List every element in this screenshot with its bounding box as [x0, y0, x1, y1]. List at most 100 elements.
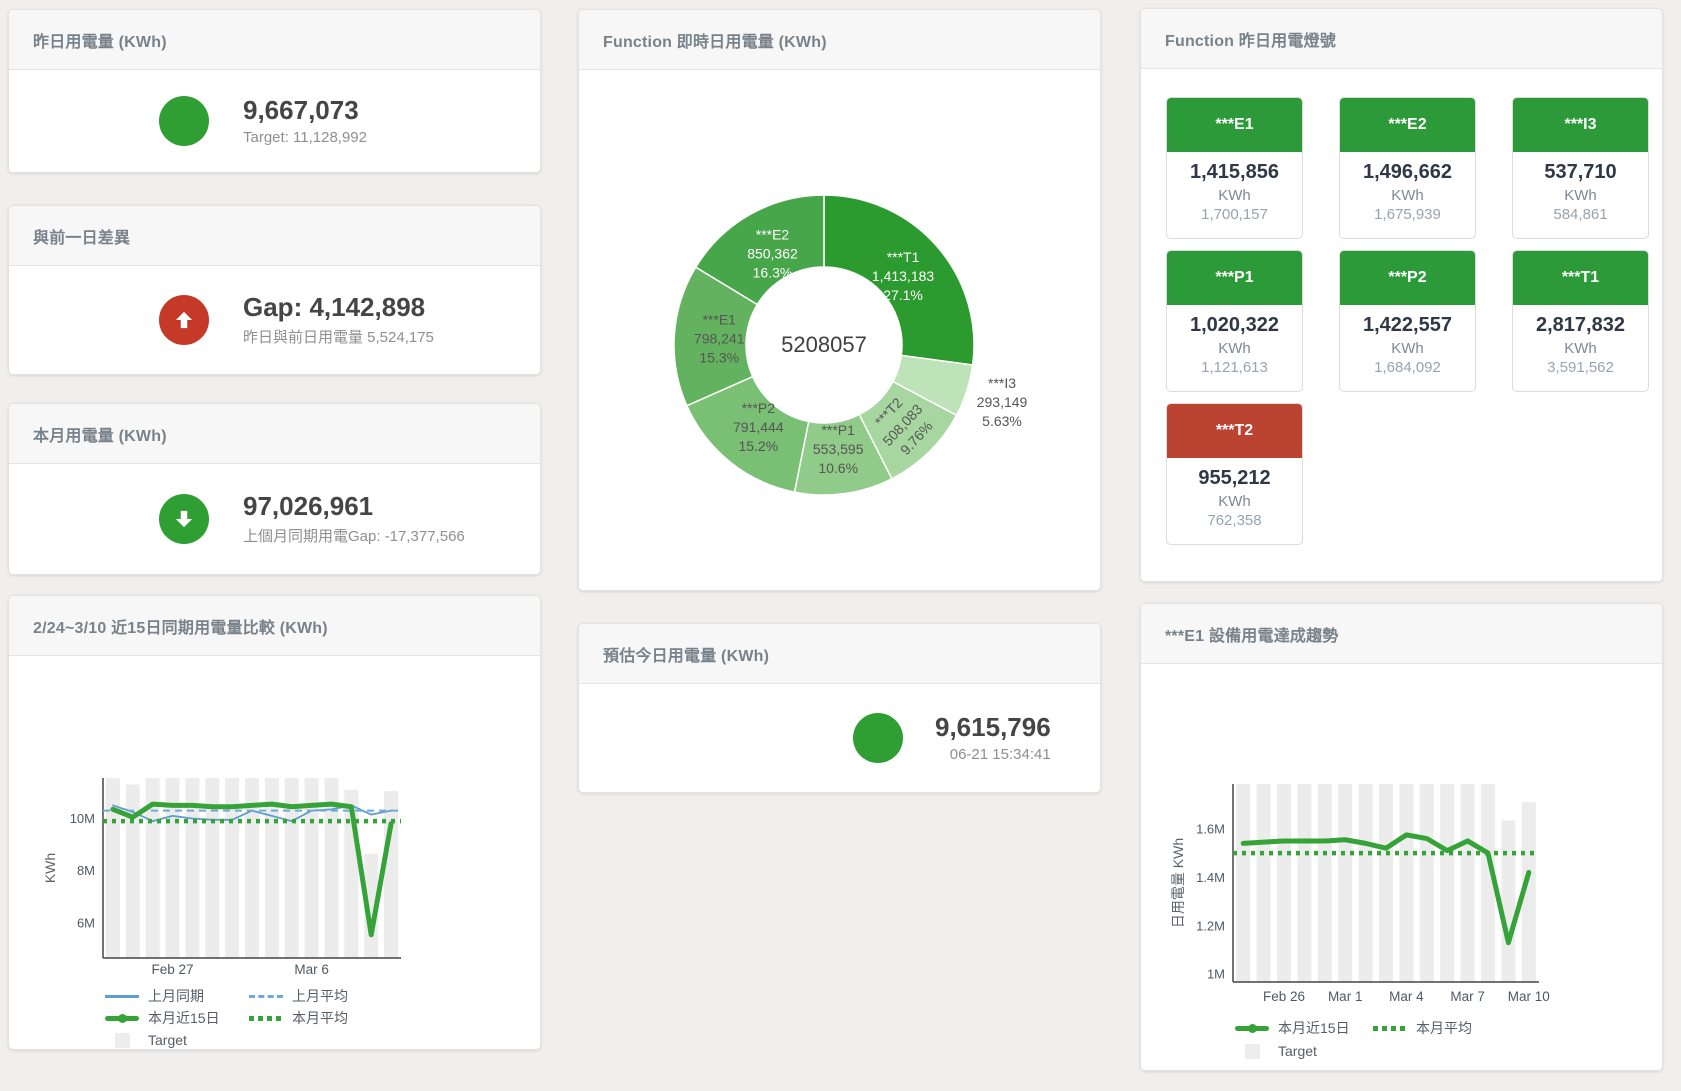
tile-target: 1,700,157 [1201, 206, 1268, 223]
legend-item-dot-green[interactable]: 本月平均 [249, 1008, 348, 1028]
tile-target: 3,591,562 [1547, 359, 1614, 376]
card-yesterday-title: 昨日用電量 (KWh) [9, 10, 540, 70]
legend-label: 上月平均 [292, 988, 348, 1004]
card-day-gap-title: 與前一日差異 [9, 206, 540, 266]
card-status-lights: Function 昨日用電燈號 ***E1 1,415,856 KWh 1,700,1… [1140, 8, 1663, 582]
legend-label: 本月平均 [1416, 1020, 1472, 1036]
status-tile-I3[interactable]: ***I3 537,710 KWh 584,861 [1512, 97, 1649, 239]
tile-unit: KWh [1218, 493, 1251, 510]
svg-text:16.3%: 16.3% [753, 264, 793, 280]
svg-text:1.4M: 1.4M [1196, 870, 1225, 885]
tile-value: 1,496,662 [1363, 161, 1452, 183]
trend-legend: 本月近15日 本月平均 Target [1235, 1018, 1472, 1061]
month-usage-gap: 上個月同期用電Gap: -17,377,566 [243, 528, 465, 546]
day-gap-sub: 昨日與前日用電量 5,524,175 [243, 329, 434, 347]
series-thick-green [110, 801, 394, 938]
svg-text:1.2M: 1.2M [1196, 918, 1225, 933]
yesterday-usage-value: 9,667,073 [243, 94, 359, 125]
arrow-up-icon [159, 295, 209, 345]
card-compare-chart: 2/24~3/10 近15日同期用電量比較 (KWh) 6M 8M 10M Feb 2… [8, 595, 541, 1050]
donut-label: ***E2 850,362 16.3% [747, 226, 798, 280]
legend-swatch-dot-green [1373, 1025, 1407, 1031]
legend-item-target[interactable]: Target [1235, 1041, 1359, 1061]
trend-chart[interactable]: 1M 1.2M 1.4M 1.6M Feb 26 Mar 1 Mar 4 Mar 7 Mar 1… [1141, 664, 1664, 1019]
legend-swatch-line-blue [105, 994, 139, 998]
donut-chart[interactable]: ***T1 1,413,183 27.1% ***I3 293,149 5.63% ***T… [579, 70, 1102, 592]
status-tile-T1[interactable]: ***T1 2,817,832 KWh 3,591,562 [1512, 250, 1649, 392]
donut-label: ***P2 791,444 15.2% [733, 400, 784, 454]
status-tile-E2[interactable]: ***E2 1,496,662 KWh 1,675,939 [1339, 97, 1476, 239]
tile-target: 584,861 [1553, 206, 1608, 223]
status-tile-E1[interactable]: ***E1 1,415,856 KWh 1,700,157 [1166, 97, 1303, 239]
tile-unit: KWh [1564, 340, 1597, 357]
legend-swatch-target [115, 1032, 130, 1048]
svg-text:KWh: KWh [42, 853, 58, 883]
svg-text:Mar 7: Mar 7 [1450, 989, 1485, 1004]
status-tiles: ***E1 1,415,856 KWh 1,700,157 ***E2 1,496,662… [1141, 69, 1662, 545]
tile-label: ***I3 [1513, 98, 1648, 152]
tile-unit: KWh [1391, 187, 1424, 204]
legend-swatch-thick-green [1235, 1023, 1269, 1033]
status-tile-T2[interactable]: ***T2 955,212 KWh 762,358 [1166, 403, 1303, 545]
svg-text:Feb 27: Feb 27 [152, 962, 194, 977]
svg-text:5.63%: 5.63% [982, 413, 1022, 429]
legend-label: Target [1278, 1043, 1317, 1059]
svg-text:850,362: 850,362 [747, 245, 798, 261]
tile-unit: KWh [1564, 187, 1597, 204]
tile-unit: KWh [1218, 187, 1251, 204]
legend-item-line-blue[interactable]: 上月同期 [105, 986, 235, 1006]
tile-label: ***T2 [1167, 404, 1302, 458]
donut-center-total: 5208057 [781, 332, 867, 357]
legend-swatch-dash-blue [249, 994, 283, 998]
card-e1-trend: ***E1 設備用電達成趨勢 1M 1.2M 1.4M 1.6M Feb 26 Mar 1… [1140, 603, 1663, 1071]
svg-text:791,444: 791,444 [733, 419, 784, 435]
tile-target: 1,675,939 [1374, 206, 1441, 223]
legend-item-thick-green[interactable]: 本月近15日 [105, 1008, 235, 1028]
donut-label: ***E1 798,241 15.3% [694, 311, 745, 365]
legend-item-thick-green[interactable]: 本月近15日 [1235, 1018, 1359, 1038]
compare-chart[interactable]: 6M 8M 10M Feb 27 Mar 6 KWh [9, 656, 542, 1001]
status-tile-P2[interactable]: ***P2 1,422,557 KWh 1,684,092 [1339, 250, 1476, 392]
target-bars [1236, 784, 1536, 982]
legend-item-dash-blue[interactable]: 上月平均 [249, 986, 348, 1006]
tile-label: ***T1 [1513, 251, 1648, 305]
card-today-estimate: 預估今日用電量 (KWh) 9,615,796 06-21 15:34:41 [578, 623, 1101, 793]
donut-label: ***I3 293,149 5.63% [977, 375, 1028, 429]
svg-text:293,149: 293,149 [977, 394, 1028, 410]
svg-text:10M: 10M [70, 811, 95, 826]
legend-label: 本月近15日 [148, 1010, 220, 1026]
today-estimate-value: 9,615,796 [935, 711, 1051, 742]
svg-text:15.3%: 15.3% [699, 349, 739, 365]
svg-text:***P2: ***P2 [742, 400, 776, 416]
svg-text:日用電量 KWh: 日用電量 KWh [1170, 838, 1186, 928]
card-realtime-donut: Function 即時日用電量 (KWh) ***T1 1,413,183 27.1… [578, 9, 1101, 591]
tile-unit: KWh [1391, 340, 1424, 357]
tile-target: 1,684,092 [1374, 359, 1441, 376]
legend-item-dot-green[interactable]: 本月平均 [1373, 1018, 1472, 1038]
series-thick-green [1240, 832, 1532, 946]
legend-label: 本月近15日 [1278, 1020, 1350, 1036]
donut-slice-T1[interactable] [823, 194, 975, 366]
donut-slice-E2[interactable] [694, 194, 825, 306]
svg-text:798,241: 798,241 [694, 330, 745, 346]
svg-text:1,413,183: 1,413,183 [872, 268, 934, 284]
status-tile-P1[interactable]: ***P1 1,020,322 KWh 1,121,613 [1166, 250, 1303, 392]
svg-text:***P1: ***P1 [821, 422, 855, 438]
today-estimate-time: 06-21 15:34:41 [949, 746, 1051, 764]
donut-label: ***T1 1,413,183 27.1% [872, 249, 934, 303]
legend-swatch-dot-green [249, 1015, 283, 1021]
svg-text:6M: 6M [77, 915, 95, 930]
day-gap-value: Gap: 4,142,898 [243, 291, 426, 322]
legend-swatch-target [1245, 1043, 1260, 1059]
svg-text:***I3: ***I3 [988, 375, 1016, 391]
svg-text:1.6M: 1.6M [1196, 821, 1225, 836]
card-month-usage: 本月用電量 (KWh) 97,026,961 上個月同期用電Gap: -17,3… [8, 403, 541, 575]
status-circle-icon [853, 713, 903, 763]
tile-label: ***P2 [1340, 251, 1475, 305]
card-yesterday-usage: 昨日用電量 (KWh) 9,667,073 Target: 11,128,992 [8, 9, 541, 173]
legend-item-target[interactable]: Target [105, 1030, 235, 1050]
tile-value: 537,710 [1544, 161, 1617, 183]
card-compare-title: 2/24~3/10 近15日同期用電量比較 (KWh) [9, 596, 540, 656]
svg-text:27.1%: 27.1% [883, 287, 923, 303]
